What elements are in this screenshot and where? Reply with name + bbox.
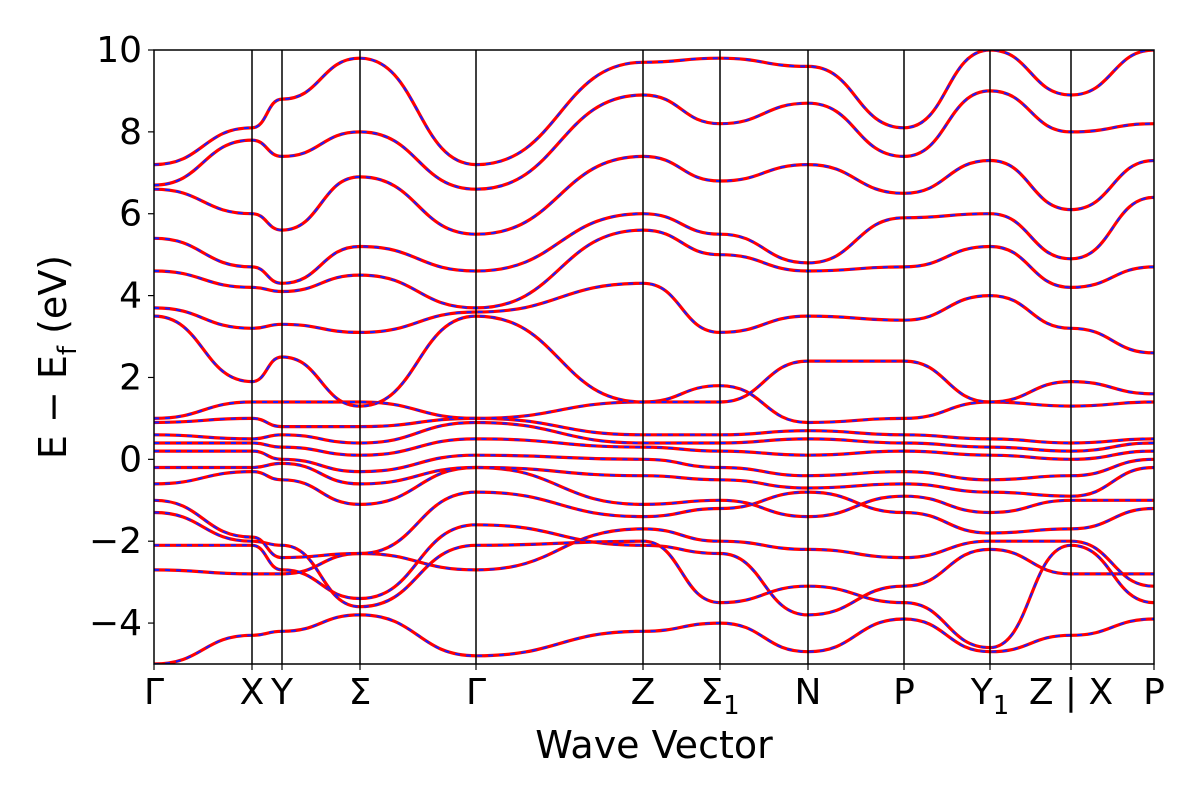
- x-tick-label-4: Γ: [466, 672, 486, 713]
- band-line-dashed-14: [154, 229, 1154, 309]
- band-line-0: [154, 613, 1154, 664]
- x-tick-label-7: N: [795, 672, 822, 713]
- band-line-dashed-11: [154, 384, 1154, 424]
- band-line-18: [154, 50, 1154, 167]
- y-tick-label-3: 2: [119, 357, 142, 398]
- x-tick-label-text: Σ: [700, 672, 723, 713]
- x-tick-label-10: Z | X: [1029, 672, 1113, 713]
- x-tick-label-sub: 1: [723, 691, 740, 721]
- x-tick-label-5: Z: [631, 672, 656, 713]
- band-line-dashed-15: [154, 196, 1154, 285]
- band-line-dashed-13: [154, 282, 1154, 354]
- band-line-13: [154, 281, 1154, 355]
- x-tick-label-text: Y: [970, 672, 994, 713]
- band-line-dashed-12: [154, 315, 1154, 408]
- x-tick-label-text: Y: [270, 672, 294, 713]
- y-tick-label-0: −4: [89, 603, 142, 644]
- band-line-dashed-4: [154, 491, 1154, 559]
- x-tick-label-9: Y1: [970, 672, 1010, 721]
- y-tick-label-7: 10: [96, 30, 142, 71]
- x-tick-label-6: Σ1: [700, 672, 739, 721]
- band-line-17: [154, 89, 1154, 191]
- band-line-10: [154, 416, 1154, 445]
- x-tick-label-text: P: [1143, 672, 1165, 713]
- bands-layer: [154, 50, 1154, 664]
- band-line-12: [154, 314, 1154, 408]
- x-tick-label-3: Σ: [349, 672, 372, 713]
- y-tick-label-5: 6: [119, 194, 142, 235]
- x-tick-label-text: Σ: [349, 672, 372, 713]
- x-axis-label: Wave Vector: [535, 723, 773, 767]
- x-tick-label-8: P: [893, 672, 915, 713]
- band-line-dashed-17: [154, 89, 1154, 191]
- y-axis-label-main: E − E: [31, 355, 75, 459]
- x-tick-label-text: Z | X: [1029, 672, 1113, 713]
- y-axis-ticks: −4 −2 0 2 4 6 8 10: [89, 30, 154, 644]
- band-line-dashed-16: [154, 155, 1154, 236]
- band-line-dashed-18: [154, 50, 1154, 166]
- band-line-11: [154, 384, 1154, 425]
- x-tick-label-11: P: [1143, 672, 1165, 713]
- x-tick-label-text: Z: [631, 672, 656, 713]
- band-line-dashed-1: [154, 527, 1154, 588]
- band-line-dashed-9: [154, 421, 1154, 453]
- high-symmetry-lines: [251, 50, 1072, 664]
- band-line-dashed-10: [154, 417, 1154, 445]
- band-line-dashed-5: [154, 466, 1154, 518]
- band-line-dashed-0: [154, 613, 1154, 664]
- x-tick-label-text: Γ: [144, 672, 164, 713]
- x-tick-label-sub: 1: [993, 691, 1010, 721]
- x-tick-label-text: P: [893, 672, 915, 713]
- y-axis-label-sub: f: [53, 345, 83, 355]
- y-tick-label-4: 4: [119, 276, 142, 317]
- x-tick-label-text: Γ: [466, 672, 486, 713]
- plot-frame: [153, 49, 1155, 665]
- band-line-dashed-8: [154, 437, 1154, 461]
- band-line-16: [154, 154, 1154, 236]
- y-axis-label-tail: (eV): [31, 255, 75, 346]
- y-tick-label-6: 8: [119, 112, 142, 153]
- band-line-15: [154, 195, 1154, 285]
- x-tick-label-text: X: [240, 672, 265, 713]
- x-tick-label-1: X: [240, 672, 265, 713]
- x-tick-label-text: N: [795, 672, 822, 713]
- y-axis-label: E − Ef (eV): [31, 255, 83, 459]
- y-tick-label-1: −2: [89, 521, 142, 562]
- x-tick-label-0: Γ: [144, 672, 164, 713]
- band-line-4: [154, 490, 1154, 560]
- y-tick-label-2: 0: [119, 439, 142, 480]
- band-line-dashed-3: [154, 511, 1154, 649]
- x-tick-label-2: Y: [270, 672, 294, 713]
